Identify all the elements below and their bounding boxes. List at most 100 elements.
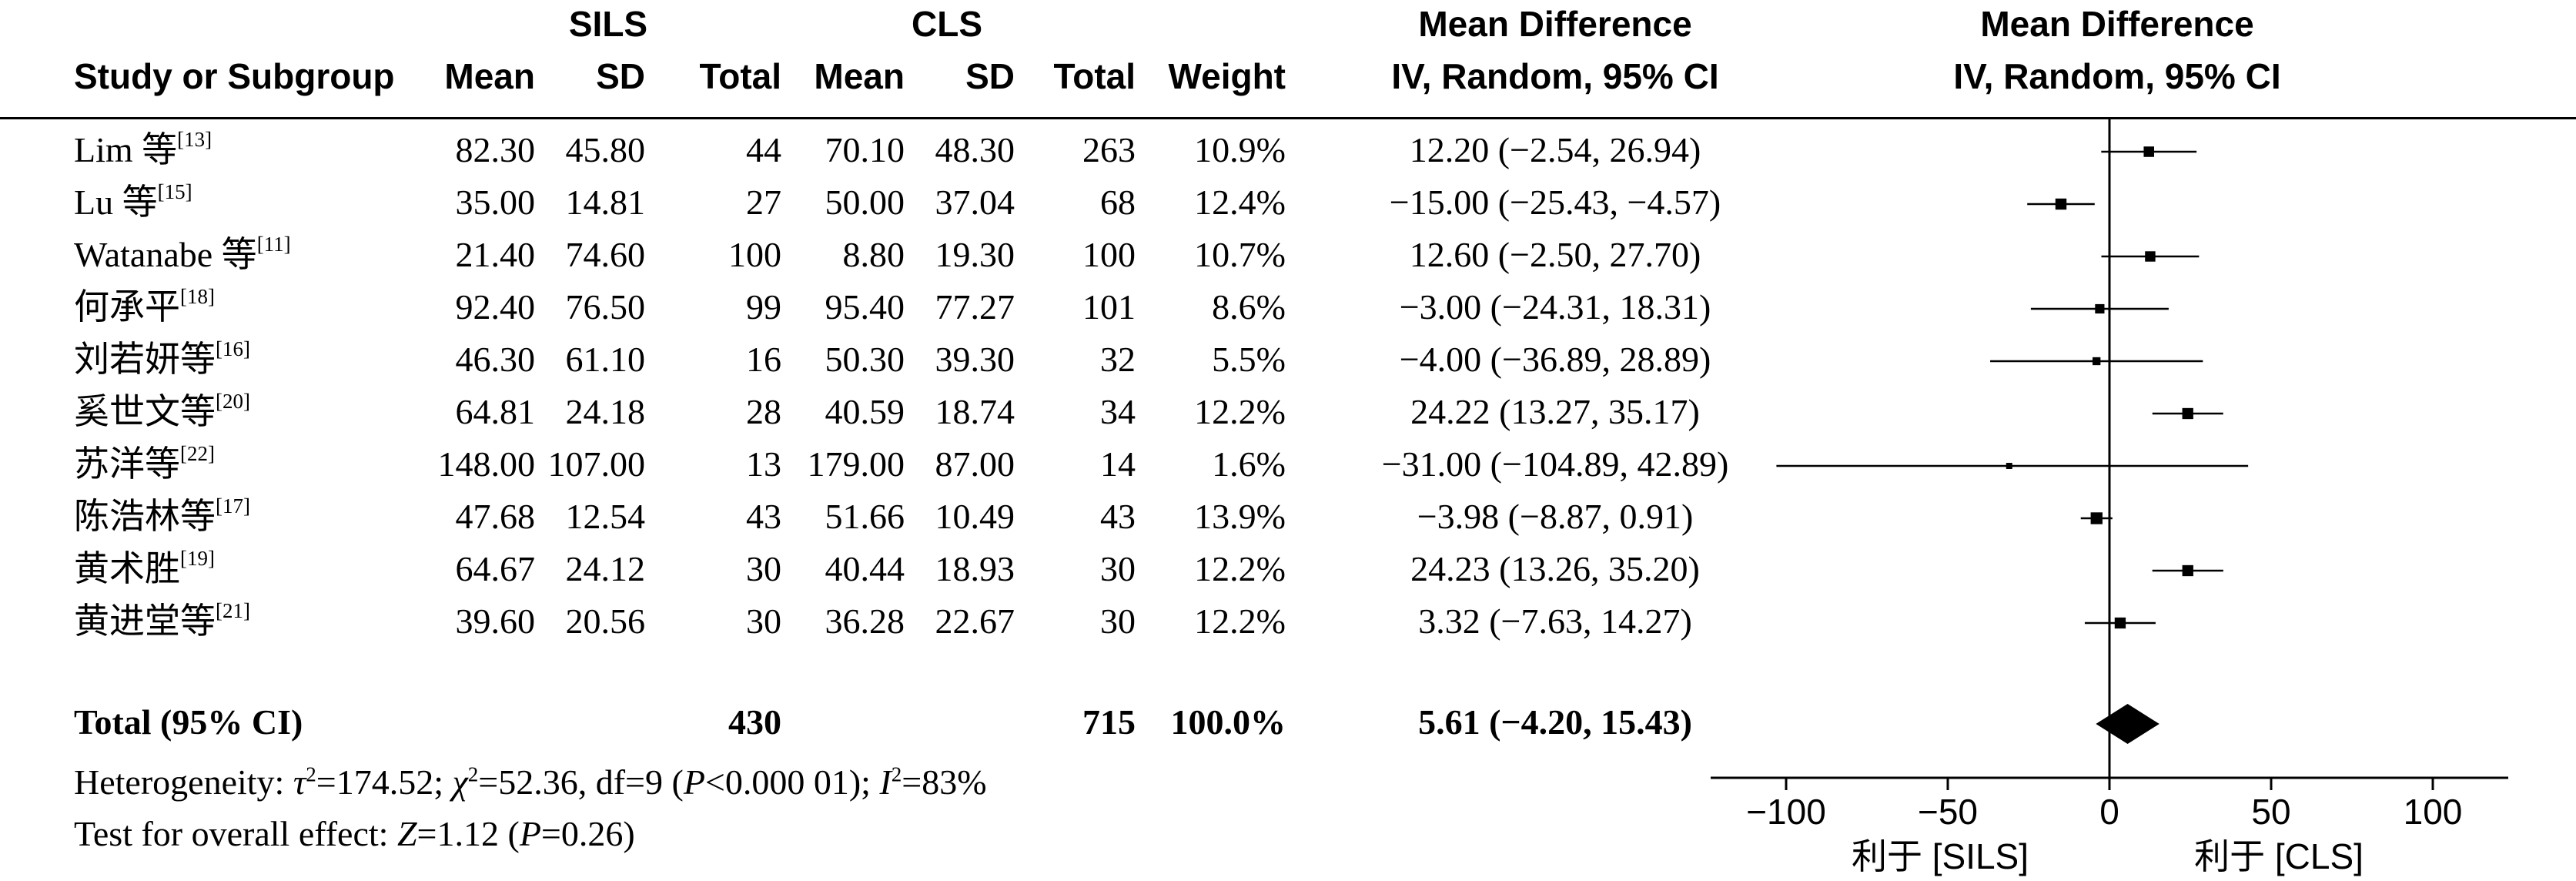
sils-total: 99 (746, 287, 781, 327)
sils-sd: 24.18 (565, 392, 646, 431)
cls-sd: 22.67 (935, 601, 1015, 641)
sils-mean: 148.00 (437, 444, 536, 484)
study-name: 苏洋等[22] (74, 441, 215, 484)
cls-mean: 70.10 (825, 130, 905, 169)
total-cls-n: 715 (1082, 702, 1136, 742)
sils-total: 100 (728, 235, 781, 274)
x-tick-label: −100 (1746, 792, 1826, 832)
study-name: 黄术胜[19] (74, 546, 215, 588)
study-ci: 24.23 (13.26, 35.20) (1410, 549, 1700, 588)
cls-mean: 51.66 (825, 497, 905, 536)
sils-sd: 74.60 (565, 235, 646, 274)
col-total1-header: Total (699, 56, 781, 96)
sils-total: 13 (746, 444, 781, 484)
x-tick-label: 0 (2099, 792, 2119, 832)
study-weight: 10.7% (1194, 235, 1286, 274)
cls-sd: 10.49 (935, 497, 1015, 536)
study-name: 陈浩林等[17] (74, 494, 250, 536)
study-name: Lim 等[13] (74, 127, 212, 169)
cls-sd: 18.74 (935, 392, 1015, 431)
cls-sd: 19.30 (935, 235, 1015, 274)
sils-total: 28 (746, 392, 781, 431)
group1-header: SILS (568, 4, 648, 44)
sils-mean: 47.68 (455, 497, 536, 536)
sils-sd: 61.10 (565, 340, 646, 379)
cls-mean: 8.80 (842, 235, 905, 274)
cls-total: 14 (1100, 444, 1136, 484)
plot-title-header: Mean Difference (1980, 4, 2254, 44)
study-ci: 12.20 (−2.54, 26.94) (1409, 130, 1701, 169)
heterogeneity-stats: Heterogeneity: τ2=174.52; χ2=52.36, df=9… (74, 762, 987, 802)
col-mean2-header: Mean (814, 56, 905, 96)
cls-total: 68 (1100, 183, 1136, 222)
cls-total: 263 (1082, 130, 1136, 169)
study-point (2090, 512, 2103, 524)
sils-sd: 76.50 (565, 287, 646, 327)
study-name: Lu 等[15] (74, 179, 192, 222)
study-weight: 8.6% (1212, 287, 1286, 327)
total-ci: 5.61 (−4.20, 15.43) (1418, 702, 1692, 742)
study-point (2093, 357, 2101, 366)
cls-total: 32 (1100, 340, 1136, 379)
cls-total: 34 (1100, 392, 1136, 431)
cls-mean: 40.44 (825, 549, 905, 588)
study-ci: −15.00 (−25.43, −4.57) (1389, 183, 1721, 222)
favours-right-label: 利于 [CLS] (2194, 836, 2364, 876)
cls-mean: 36.28 (825, 601, 905, 641)
study-point (2055, 198, 2067, 210)
sils-total: 27 (746, 183, 781, 222)
cls-sd: 37.04 (935, 183, 1015, 222)
study-weight: 12.4% (1194, 183, 1286, 222)
sils-total: 44 (746, 130, 781, 169)
col-sd1-header: SD (596, 56, 645, 96)
cls-sd: 18.93 (935, 549, 1015, 588)
cls-sd: 48.30 (935, 130, 1015, 169)
study-weight: 12.2% (1194, 392, 1286, 431)
study-ci: −31.00 (−104.89, 42.89) (1381, 444, 1729, 484)
cls-total: 101 (1082, 287, 1136, 327)
cls-sd: 39.30 (935, 340, 1015, 379)
favours-left-label: 利于 [SILS] (1852, 836, 2029, 876)
study-name: Watanabe 等[11] (74, 232, 291, 274)
cls-mean: 50.00 (825, 183, 905, 222)
study-point (2006, 463, 2012, 469)
col-mean1-header: Mean (444, 56, 535, 96)
sils-mean: 92.40 (455, 287, 536, 327)
md-method-header: IV, Random, 95% CI (1391, 56, 1719, 96)
cls-sd: 77.27 (935, 287, 1015, 327)
x-tick-label: −50 (1918, 792, 1978, 832)
total-sils-n: 430 (728, 702, 781, 742)
study-ci: −3.98 (−8.87, 0.91) (1417, 497, 1694, 536)
cls-total: 43 (1100, 497, 1136, 536)
study-ci: 12.60 (−2.50, 27.70) (1409, 235, 1701, 274)
col-total2-header: Total (1053, 56, 1136, 96)
x-tick-label: 100 (2404, 792, 2463, 832)
study-point (2145, 251, 2156, 262)
md-title-header: Mean Difference (1418, 4, 1692, 44)
sils-mean: 64.81 (455, 392, 536, 431)
sils-total: 16 (746, 340, 781, 379)
sils-total: 43 (746, 497, 781, 536)
total-weight: 100.0% (1170, 702, 1286, 742)
study-point (2095, 303, 2105, 314)
sils-sd: 45.80 (565, 130, 646, 169)
study-point (2182, 407, 2193, 420)
study-point (2143, 146, 2155, 157)
sils-mean: 82.30 (455, 130, 536, 169)
sils-mean: 46.30 (455, 340, 536, 379)
sils-mean: 64.67 (455, 549, 536, 588)
sils-total: 30 (746, 549, 781, 588)
cls-sd: 87.00 (935, 444, 1015, 484)
pooled-diamond (2096, 704, 2159, 744)
study-ci: 24.22 (13.27, 35.17) (1410, 392, 1700, 431)
study-point (2114, 617, 2126, 629)
study-weight: 12.2% (1194, 601, 1286, 641)
group2-header: CLS (912, 4, 982, 44)
study-name: 黄进堂等[21] (74, 598, 250, 641)
study-weight: 1.6% (1212, 444, 1286, 484)
sils-mean: 39.60 (455, 601, 536, 641)
sils-sd: 24.12 (565, 549, 646, 588)
col-weight-header: Weight (1168, 56, 1286, 96)
cls-mean: 40.59 (825, 392, 905, 431)
